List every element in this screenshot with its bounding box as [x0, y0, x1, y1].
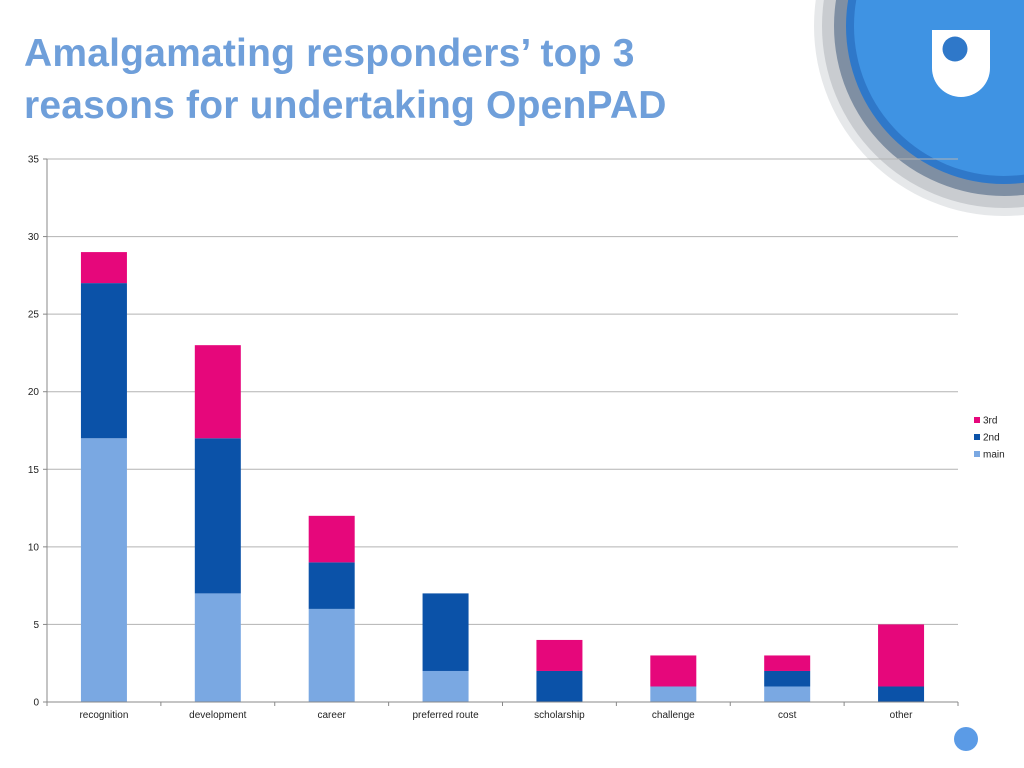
bar-segment-2nd — [194, 438, 241, 594]
y-tick-label: 25 — [28, 310, 40, 321]
bar-segment-2nd — [308, 562, 355, 609]
bar-segment-3rd — [650, 655, 697, 687]
bar-segment-3rd — [80, 252, 127, 284]
bar-segment-3rd — [308, 515, 355, 563]
x-category-label: preferred route — [412, 710, 479, 721]
gridlines — [47, 158, 958, 625]
legend-label: 2nd — [983, 433, 1000, 444]
legend-label: main — [983, 450, 1005, 461]
x-category-label: career — [318, 710, 347, 721]
bar-segment-main — [80, 438, 127, 702]
legend-swatch — [974, 451, 980, 457]
x-category-label: recognition — [79, 710, 128, 721]
bar-segment-2nd — [80, 283, 127, 439]
bar-segment-main — [422, 670, 469, 702]
x-category-label: development — [189, 710, 246, 721]
legend: 3rd 2nd main — [974, 416, 1005, 461]
slide-title-line-1: Amalgamating responders’ top 3 — [24, 32, 635, 75]
next-slide-button[interactable] — [954, 727, 978, 751]
bar-segment-2nd — [536, 670, 583, 702]
y-tick-label: 20 — [28, 387, 40, 398]
x-category-label: cost — [778, 710, 797, 721]
x-category-label: challenge — [652, 710, 695, 721]
bar-segment-main — [650, 686, 697, 702]
legend-label: 3rd — [983, 416, 997, 427]
bar-segment-main — [194, 593, 241, 702]
slide-title: Amalgamating responders’ top 3 reasons f… — [24, 28, 784, 132]
bar-segment-3rd — [878, 624, 925, 687]
x-category-label: other — [890, 710, 913, 721]
legend-swatch — [974, 434, 980, 440]
bar-segment-3rd — [194, 345, 241, 439]
bar-segment-main — [308, 608, 355, 702]
y-tick-label: 5 — [33, 620, 39, 631]
y-tick-label: 10 — [28, 542, 40, 553]
y-tick-label: 0 — [33, 698, 39, 709]
legend-swatch — [974, 417, 980, 423]
bar-segment-main — [764, 686, 811, 702]
bar-segment-3rd — [536, 639, 583, 671]
bar-segment-2nd — [764, 670, 811, 687]
bar-segment-3rd — [764, 655, 811, 671]
bars — [80, 252, 925, 702]
bar-segment-2nd — [878, 686, 925, 702]
y-tick-label: 35 — [28, 155, 40, 166]
y-tick-label: 15 — [28, 465, 40, 476]
x-category-label: scholarship — [534, 710, 585, 721]
slide-title-line-2: reasons for undertaking OpenPAD — [24, 84, 667, 127]
bar-segment-2nd — [422, 593, 469, 671]
axes: 0 5 10 15 20 25 30 35 recognition development care… — [28, 155, 959, 721]
y-tick-label: 30 — [28, 232, 40, 243]
